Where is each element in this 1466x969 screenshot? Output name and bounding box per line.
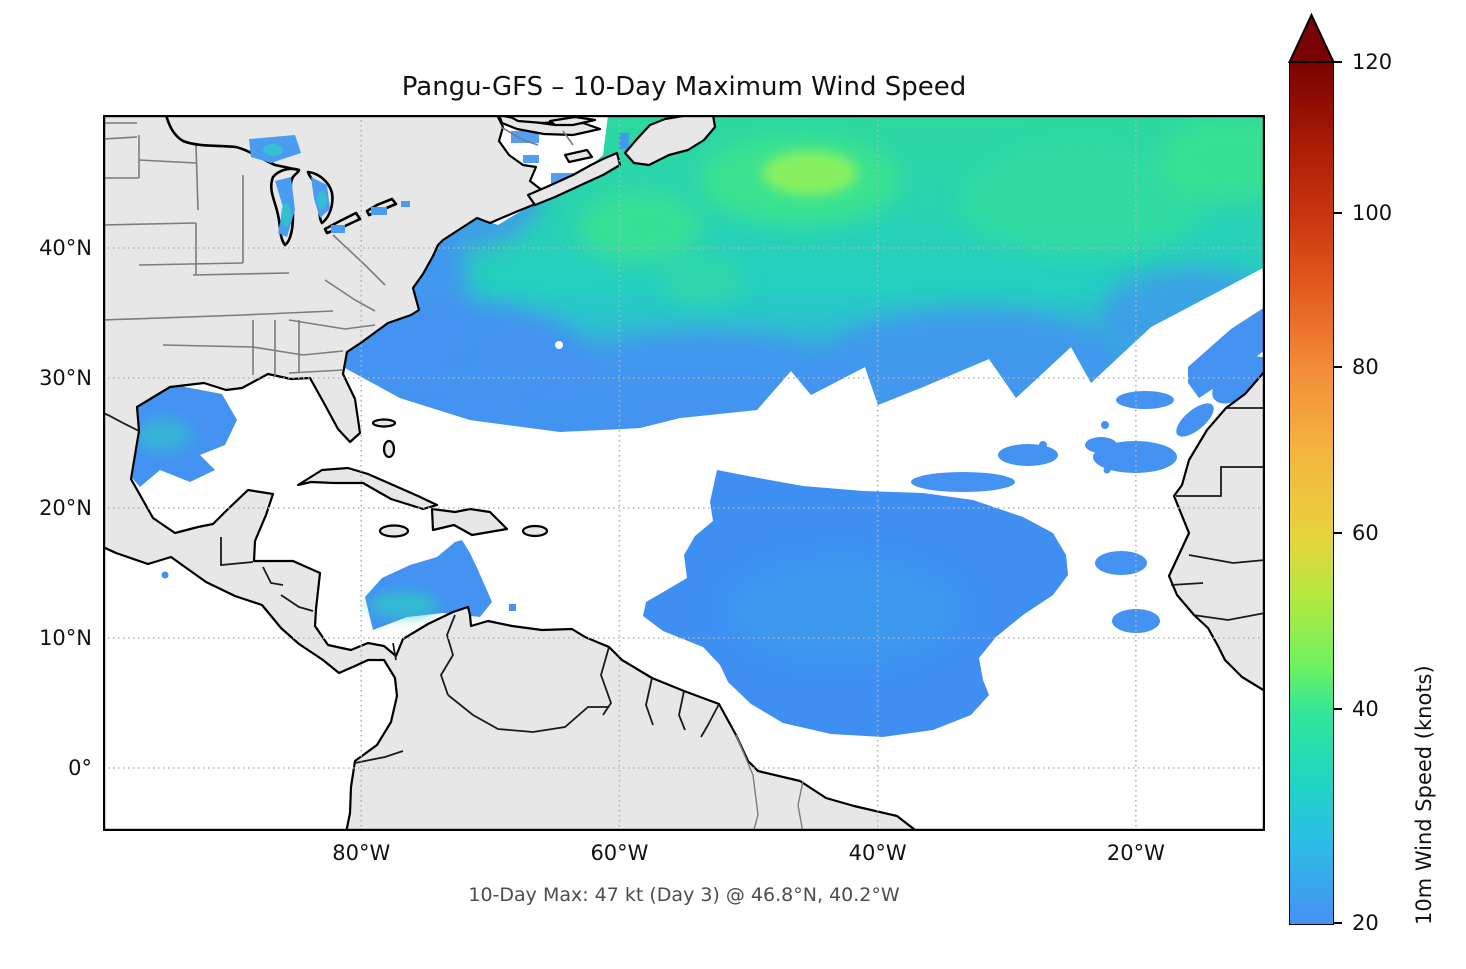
colorbar-tick-label: 100 bbox=[1352, 200, 1393, 225]
x-tick-label: 80°W bbox=[332, 841, 391, 865]
y-tick-label: 40°N bbox=[39, 235, 92, 260]
colorbar-tick-mark bbox=[1334, 531, 1342, 534]
colorbar-tick-mark bbox=[1334, 211, 1342, 214]
colorbar-extend-arrow bbox=[1287, 12, 1336, 68]
colorbar-tick-label: 80 bbox=[1352, 354, 1379, 379]
y-tick-label: 0° bbox=[68, 755, 92, 780]
colorbar bbox=[1289, 62, 1334, 925]
chart-title: Pangu-GFS – 10-Day Maximum Wind Speed bbox=[401, 72, 967, 102]
colorbar-tick-mark bbox=[1334, 365, 1342, 368]
colorbar-tick-mark bbox=[1334, 922, 1342, 924]
colorbar-label: 10m Wind Speed (knots) bbox=[1412, 665, 1436, 925]
annotation-caption: 10-Day Max: 47 kt (Day 3) @ 46.8°N, 40.2… bbox=[468, 884, 900, 906]
y-tick-label: 20°N bbox=[39, 495, 92, 520]
colorbar-tick-label: 60 bbox=[1352, 520, 1379, 545]
x-tick-label: 60°W bbox=[590, 841, 649, 865]
colorbar-tick-label: 20 bbox=[1352, 911, 1379, 935]
colorbar-tick-mark bbox=[1334, 61, 1342, 63]
colorbar-tick-mark bbox=[1334, 708, 1342, 711]
colorbar-tick-label: 120 bbox=[1352, 50, 1393, 74]
y-tick-label: 10°N bbox=[39, 625, 92, 650]
x-tick-label: 20°W bbox=[1106, 841, 1165, 865]
x-tick-label: 40°W bbox=[848, 841, 907, 865]
y-tick-label: 30°N bbox=[39, 365, 92, 390]
map-plot-area bbox=[101, 113, 1270, 835]
colorbar-tick-label: 40 bbox=[1352, 697, 1379, 722]
